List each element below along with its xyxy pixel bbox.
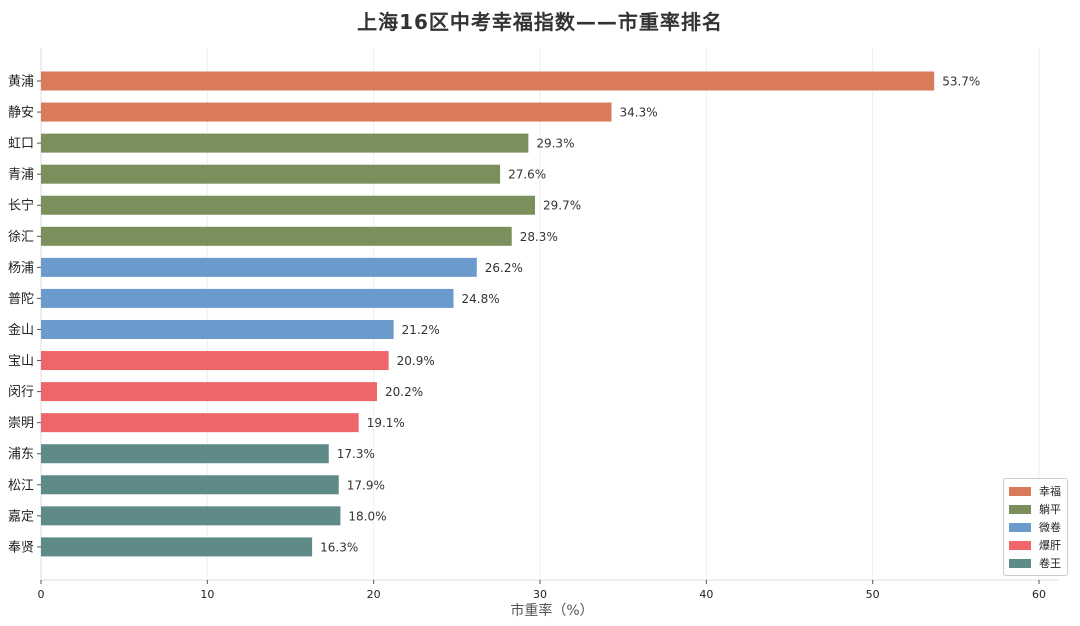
category-label: 宝山 — [8, 354, 34, 369]
value-label: 26.2% — [485, 261, 523, 275]
bar — [41, 382, 377, 402]
category-label: 杨浦 — [8, 261, 34, 276]
bar — [41, 257, 477, 277]
category-label: 闵行 — [8, 385, 34, 400]
legend-label: 微卷 — [1039, 521, 1061, 534]
bar — [41, 537, 313, 557]
legend-swatch — [1009, 540, 1031, 550]
x-tick-label: 50 — [866, 588, 880, 601]
legend-label: 躺平 — [1039, 503, 1061, 516]
x-tick-label: 20 — [367, 588, 381, 601]
category-label: 嘉定 — [8, 509, 34, 524]
legend-swatch — [1009, 522, 1031, 532]
legend-swatch — [1009, 486, 1031, 496]
category-label: 青浦 — [8, 168, 34, 183]
legend-item: 爆肝 — [1009, 536, 1061, 554]
value-label: 18.0% — [348, 509, 386, 523]
bar — [41, 195, 536, 215]
bar — [41, 413, 359, 433]
x-tick-label: 30 — [533, 588, 547, 601]
legend-item: 躺平 — [1009, 500, 1061, 518]
bar — [41, 226, 512, 246]
value-label: 20.9% — [397, 354, 435, 368]
value-label: 17.3% — [337, 447, 375, 461]
category-label: 金山 — [8, 322, 34, 338]
bar — [41, 71, 935, 91]
legend-swatch — [1009, 504, 1031, 514]
x-tick-label: 0 — [38, 588, 45, 601]
value-label: 16.3% — [320, 540, 358, 554]
value-label: 28.3% — [520, 230, 558, 244]
x-tick-label: 10 — [200, 588, 214, 601]
category-label: 奉贤 — [8, 540, 34, 555]
category-label: 黄浦 — [8, 75, 34, 90]
legend-item: 卷王 — [1009, 554, 1061, 572]
legend-label: 爆肝 — [1039, 539, 1061, 552]
value-label: 17.9% — [347, 478, 385, 492]
category-label: 松江 — [8, 478, 34, 493]
category-label: 徐汇 — [8, 230, 34, 245]
bar — [41, 164, 501, 184]
category-label: 长宁 — [8, 198, 34, 214]
legend-swatch — [1009, 558, 1031, 568]
value-label: 27.6% — [508, 168, 546, 182]
category-label: 普陀 — [8, 291, 34, 307]
chart-title: 上海16区中考幸福指数——市重率排名 — [357, 10, 723, 34]
value-label: 24.8% — [462, 292, 500, 306]
x-tick-label: 40 — [699, 588, 713, 601]
value-label: 20.2% — [385, 385, 423, 399]
value-label: 21.2% — [402, 323, 440, 337]
legend-item: 幸福 — [1009, 482, 1061, 500]
bar — [41, 475, 339, 495]
bar — [41, 133, 529, 153]
x-axis-title: 市重率（%） — [510, 602, 593, 619]
bar — [41, 444, 329, 464]
x-tick-label: 60 — [1032, 588, 1046, 601]
bar — [41, 288, 454, 308]
bar — [41, 102, 612, 122]
category-label: 虹口 — [8, 137, 34, 152]
value-label: 34.3% — [620, 106, 658, 120]
legend-label: 卷王 — [1039, 557, 1061, 570]
category-label: 浦东 — [8, 447, 34, 462]
value-label: 53.7% — [942, 75, 980, 89]
bar — [41, 319, 394, 339]
value-label: 29.7% — [543, 199, 581, 213]
category-label: 崇明 — [8, 416, 34, 431]
category-label: 静安 — [8, 106, 34, 121]
legend-label: 幸福 — [1039, 485, 1061, 498]
bar — [41, 506, 341, 526]
value-label: 19.1% — [367, 416, 405, 430]
legend: 幸福躺平微卷爆肝卷王 — [1003, 478, 1068, 576]
legend-item: 微卷 — [1009, 518, 1061, 536]
bar — [41, 351, 389, 371]
value-label: 29.3% — [536, 137, 574, 151]
